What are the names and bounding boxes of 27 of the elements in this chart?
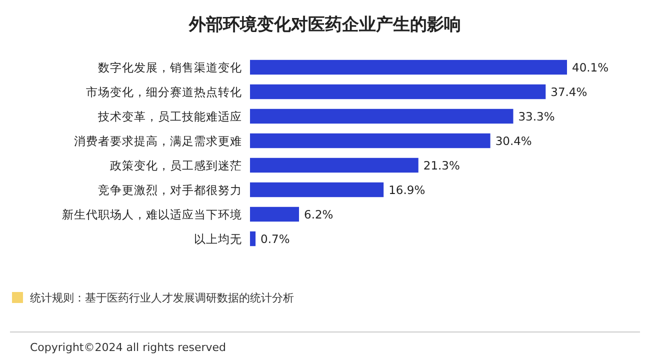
y-tick-label: 新生代职场人，难以适应当下环境 (62, 207, 242, 222)
data-label: 40.1% (572, 60, 609, 74)
bar (250, 60, 567, 75)
text: 统计规则：基于医药行业人才发展调研数据的统计分析 (30, 292, 294, 304)
bar (250, 158, 418, 173)
data-label: 6.2% (304, 207, 334, 222)
data-label: 30.4% (495, 134, 532, 148)
y-tick-label: 消费者要求提高，满足需求更难 (74, 134, 242, 148)
bar (250, 182, 384, 198)
bar (250, 108, 514, 124)
y-tick-label: 数字化发展，销售渠道变化 (98, 60, 242, 74)
bar (250, 133, 490, 148)
y-tick-label: 竞争更激烈，对手都很努力 (98, 182, 242, 197)
bar (250, 84, 546, 100)
y-tick-label: 技术变革，员工技能难适应 (97, 109, 242, 124)
y-tick-label: 市场变化，细分赛道热点转化 (86, 84, 242, 99)
chart-title: 外部环境变化对医药企业产生的影响 (188, 15, 461, 35)
bar (250, 206, 300, 222)
text: Copyright©2024 all rights reserved (30, 341, 226, 354)
data-label: 0.7% (260, 232, 290, 246)
data-label: 37.4% (550, 84, 588, 99)
data-label: 21.3% (423, 158, 460, 172)
data-label: 16.9% (388, 182, 426, 197)
bar (250, 231, 256, 246)
y-tick-label: 以上均无 (194, 232, 242, 246)
data-label: 33.3% (518, 109, 555, 124)
y-tick-label: 政策变化，员工感到迷茫 (110, 158, 242, 172)
